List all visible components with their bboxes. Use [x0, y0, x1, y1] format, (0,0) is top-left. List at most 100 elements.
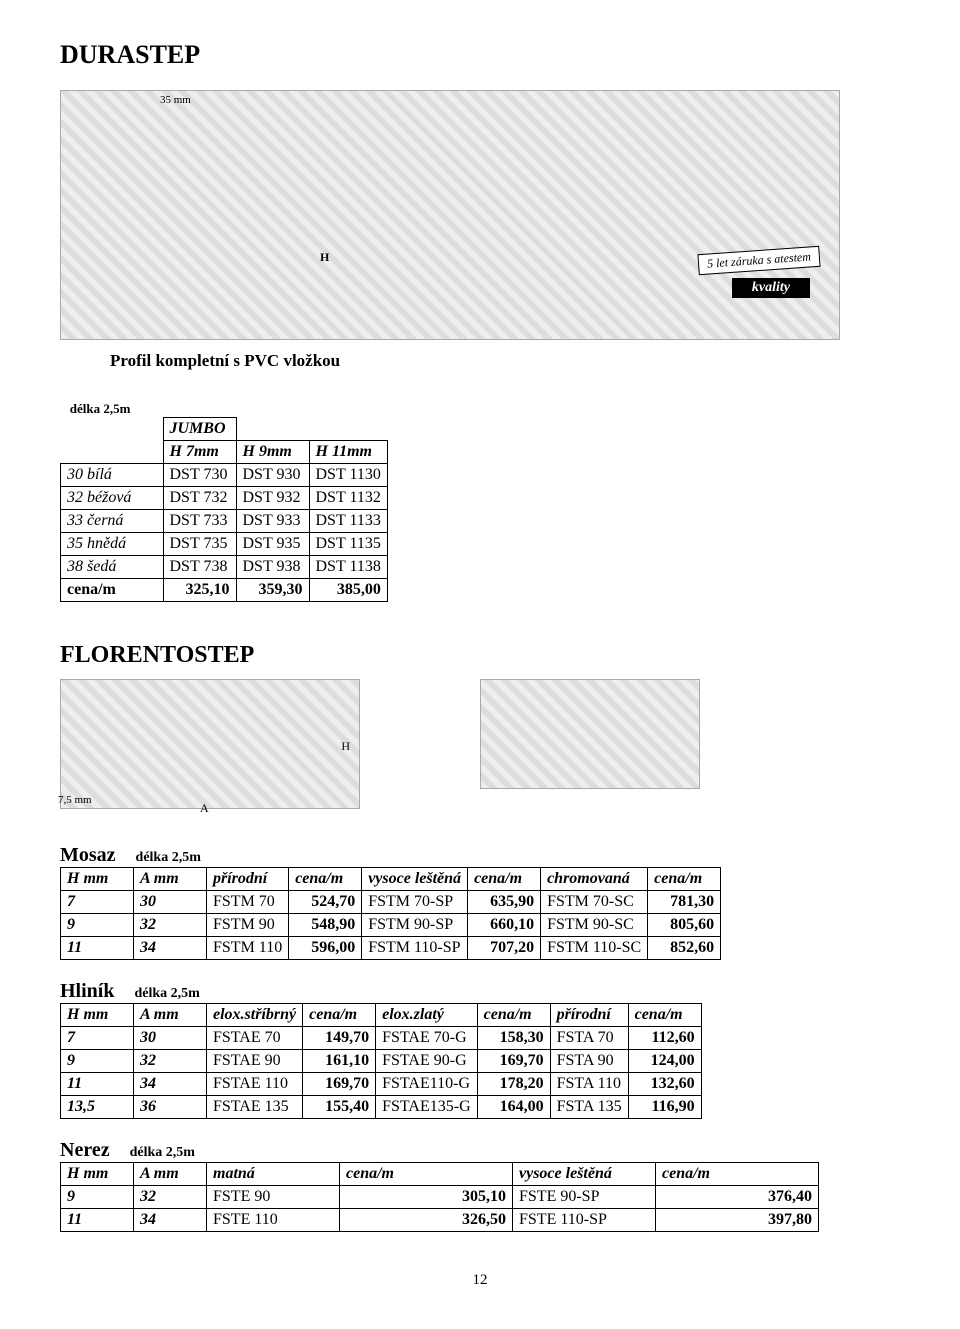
table-cell: 9: [61, 1186, 134, 1209]
nerez-name: Nerez: [60, 1139, 110, 1162]
nerez-delka: délka 2,5m: [130, 1145, 195, 1161]
table-cell: 660,10: [468, 914, 541, 937]
table-cell: 13,5: [61, 1096, 134, 1119]
table-cell: 161,10: [303, 1050, 376, 1073]
mosaz-heading: Mosaz délka 2,5m: [60, 844, 900, 867]
table-cell: 11: [61, 1209, 134, 1232]
col-header: elox.zlatý: [376, 1004, 478, 1027]
table-cell: FSTAE 90: [207, 1050, 303, 1073]
table-row: 730FSTM 70524,70FSTM 70-SP635,90FSTM 70-…: [61, 891, 721, 914]
table-cell: FSTAE135-G: [376, 1096, 478, 1119]
col-header: cena/m: [648, 868, 721, 891]
table-cell: 149,70: [303, 1027, 376, 1050]
table-cell: 132,60: [628, 1073, 701, 1096]
hlinik-heading: Hliník délka 2,5m: [60, 980, 900, 1003]
col-header: H mm: [61, 868, 134, 891]
table-cell: 30: [134, 891, 207, 914]
col-header: cena/m: [289, 868, 362, 891]
col-header: cena/m: [340, 1163, 513, 1186]
table-cell: 155,40: [303, 1096, 376, 1119]
kvality-badge: kvality: [732, 278, 810, 298]
table-cell: FSTM 110-SP: [362, 937, 468, 960]
table-cell: 596,00: [289, 937, 362, 960]
table-cell: FSTE 90: [207, 1186, 340, 1209]
table-cell: 164,00: [477, 1096, 550, 1119]
profil-caption: Profil kompletní s PVC vložkou: [110, 351, 900, 371]
table-cell: FSTE 110-SP: [513, 1209, 656, 1232]
col-header: vysoce leštěná: [513, 1163, 656, 1186]
table-cell: 32: [134, 1050, 207, 1073]
table-cell: FSTM 110: [207, 937, 289, 960]
jumbo-delka-label: délka 2,5m: [60, 401, 900, 417]
mosaz-delka: délka 2,5m: [136, 850, 201, 866]
table-row: 33 černá DST 733 DST 933 DST 1133: [61, 510, 388, 533]
table-row: 1134FSTE 110326,50FSTE 110-SP397,80: [61, 1209, 819, 1232]
table-cell: FSTM 90-SP: [362, 914, 468, 937]
table-cell: 326,50: [340, 1209, 513, 1232]
durastep-figure-row: 35 mm H 5 let záruka s atestem kvality P…: [60, 90, 900, 371]
table-cell: FSTAE 70: [207, 1027, 303, 1050]
florentostep-diagram-right: [480, 679, 700, 789]
table-row: H mmA mmmatnácena/mvysoce leštěnácena/m: [61, 1163, 819, 1186]
table-row: cena/m 325,10 359,30 385,00: [61, 579, 388, 602]
florentostep-figure-row: H 7,5 mm A: [60, 679, 900, 814]
table-row: 13,536FSTAE 135155,40FSTAE135-G164,00FST…: [61, 1096, 702, 1119]
hlinik-table: H mmA mmelox.stříbrnýcena/melox.zlatýcen…: [60, 1003, 702, 1119]
table-cell: 124,00: [628, 1050, 701, 1073]
durastep-title: DURASTEP: [60, 40, 900, 70]
col-header: vysoce leštěná: [362, 868, 468, 891]
table-cell: 169,70: [303, 1073, 376, 1096]
table-cell: FSTAE 70-G: [376, 1027, 478, 1050]
diagram-a-label: A: [200, 801, 209, 816]
hlinik-delka: délka 2,5m: [134, 986, 199, 1002]
table-cell: FSTM 90: [207, 914, 289, 937]
table-cell: 635,90: [468, 891, 541, 914]
col-header: cena/m: [477, 1004, 550, 1027]
diagram-75mm-label: 7,5 mm: [58, 794, 92, 806]
table-cell: 112,60: [628, 1027, 701, 1050]
hlinik-name: Hliník: [60, 980, 114, 1003]
table-cell: FSTM 70: [207, 891, 289, 914]
table-cell: 397,80: [656, 1209, 819, 1232]
table-cell: 116,90: [628, 1096, 701, 1119]
table-cell: 9: [61, 1050, 134, 1073]
table-row: JUMBO: [61, 418, 388, 441]
table-cell: 169,70: [477, 1050, 550, 1073]
page-number: 12: [60, 1272, 900, 1289]
table-cell: 707,20: [468, 937, 541, 960]
table-row: 932FSTM 90548,90FSTM 90-SP660,10FSTM 90-…: [61, 914, 721, 937]
col-header: A mm: [134, 868, 207, 891]
table-row: 932FSTAE 90161,10FSTAE 90-G169,70FSTA 90…: [61, 1050, 702, 1073]
table-cell: 524,70: [289, 891, 362, 914]
table-cell: 852,60: [648, 937, 721, 960]
table-cell: 178,20: [477, 1073, 550, 1096]
table-cell: 34: [134, 1209, 207, 1232]
col-header: chromovaná: [541, 868, 648, 891]
table-row: 35 hnědá DST 735 DST 935 DST 1135: [61, 533, 388, 556]
table-cell: 7: [61, 1027, 134, 1050]
table-row: 1134FSTAE 110169,70FSTAE110-G178,20FSTA …: [61, 1073, 702, 1096]
table-row: H mmA mmelox.stříbrnýcena/melox.zlatýcen…: [61, 1004, 702, 1027]
table-cell: 11: [61, 937, 134, 960]
florentostep-title: FLORENTOSTEP: [60, 642, 900, 669]
table-row: 38 šedá DST 738 DST 938 DST 1138: [61, 556, 388, 579]
col-header: cena/m: [468, 868, 541, 891]
table-row: 1134FSTM 110596,00FSTM 110-SP707,20FSTM …: [61, 937, 721, 960]
col-header: A mm: [134, 1163, 207, 1186]
col-label: H 11mm: [309, 441, 387, 464]
col-header: H mm: [61, 1163, 134, 1186]
col-header: cena/m: [628, 1004, 701, 1027]
col-header: cena/m: [656, 1163, 819, 1186]
table-row: 730FSTAE 70149,70FSTAE 70-G158,30FSTA 70…: [61, 1027, 702, 1050]
table-cell: FSTM 70-SC: [541, 891, 648, 914]
table-cell: 30: [134, 1027, 207, 1050]
table-cell: 32: [134, 914, 207, 937]
table-cell: FSTM 70-SP: [362, 891, 468, 914]
col-header: přírodní: [207, 868, 289, 891]
durastep-diagram: [60, 90, 840, 340]
diagram-h-label: H: [341, 739, 350, 754]
col-header: přírodní: [550, 1004, 628, 1027]
nerez-heading: Nerez délka 2,5m: [60, 1139, 900, 1162]
nerez-table: H mmA mmmatnácena/mvysoce leštěnácena/m9…: [60, 1162, 819, 1232]
mosaz-table: H mmA mmpřírodnícena/mvysoce leštěnácena…: [60, 867, 721, 960]
